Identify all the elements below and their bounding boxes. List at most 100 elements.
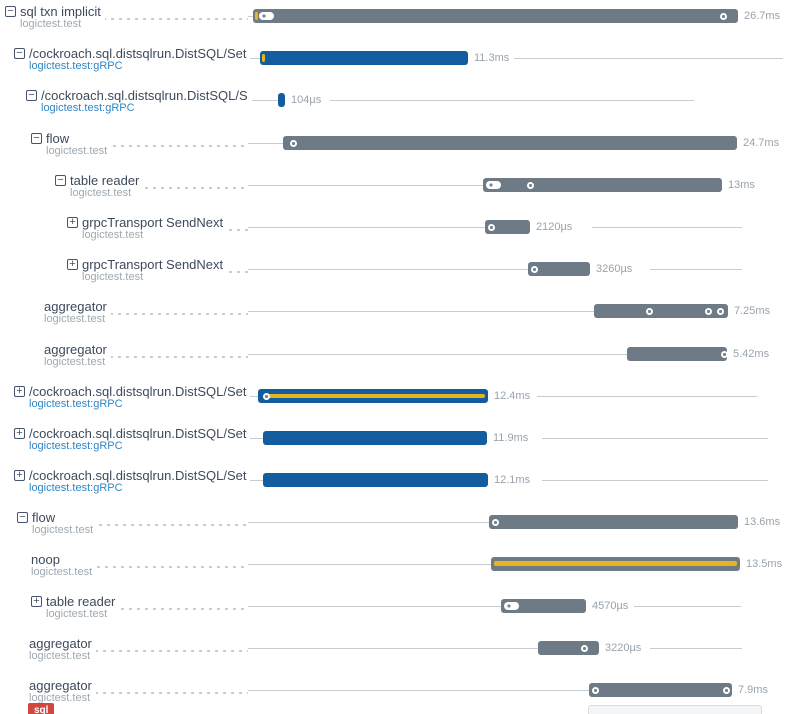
trace-span-row: aggregator logictest.test 5.42ms [0,342,786,384]
span-subtitle: logictest.test:gRPC [29,482,123,494]
span-name: /cockroach.sql.distsqlrun.DistSQL/Set [29,468,247,483]
leader-dashes [46,313,248,315]
expand-toggle-icon[interactable]: + [67,259,78,270]
span-bar[interactable] [283,136,737,150]
span-bar[interactable] [594,304,728,318]
span-bar[interactable] [489,515,738,529]
span-duration: 12.4ms [492,390,534,402]
span-subtitle: logictest.test [31,566,93,578]
expand-toggle-icon[interactable]: − [5,6,16,17]
sql-tag-badge[interactable]: sql [28,703,55,714]
span-label: − flow logictest.test [31,131,112,158]
span-label: aggregator logictest.test [44,342,111,369]
leader-dashes [31,650,248,652]
span-marker-dot [492,518,499,526]
span-bar[interactable] [278,93,285,107]
span-duration: 3260µs [594,263,636,275]
span-bar[interactable] [483,178,722,192]
span-bar[interactable] [263,473,488,487]
expand-toggle-icon[interactable]: − [55,175,66,186]
span-bar[interactable] [627,347,728,361]
span-duration: 2120µs [534,221,576,233]
span-marker-dot [705,307,712,315]
trace-span-row: + /cockroach.sql.distsqlrun.DistSQL/Set … [0,384,786,426]
expand-toggle-icon[interactable]: − [31,133,42,144]
timeline-line-tail [542,438,768,439]
expand-toggle-icon[interactable]: + [67,217,78,228]
span-name: sql txn implicit [20,4,101,19]
span-marker-dot [721,350,728,358]
expand-toggle-icon[interactable]: − [14,48,25,59]
expand-toggle-icon[interactable]: + [14,470,25,481]
span-subtitle: logictest.test [46,145,108,157]
span-marker-dot [581,644,588,652]
span-bar[interactable] [258,389,488,403]
span-bar[interactable] [260,51,468,65]
span-marker-dot [646,307,653,315]
span-marker-dot [720,12,727,20]
span-subtitle: logictest.test [29,650,91,662]
trace-span-row: + grpcTransport SendNext logictest.test … [0,257,786,299]
trace-span-row: aggregator logictest.test 7.25ms [0,299,786,341]
span-bar[interactable] [491,557,740,571]
span-bar[interactable] [501,599,586,613]
span-bar[interactable] [253,9,738,23]
span-duration: 26.7ms [742,10,784,22]
leader-dashes [46,356,248,358]
timeline-line [248,227,485,228]
span-name: flow [46,131,70,146]
trace-span-row: noop logictest.test 13.5ms [0,552,786,594]
span-bar[interactable] [589,683,732,697]
trace-span-row: + table reader logictest.test 4570µs [0,594,786,636]
expand-toggle-icon[interactable]: + [31,596,42,607]
span-label: − /cockroach.sql.distsqlrun.DistSQL/S lo… [26,88,252,115]
span-label: + /cockroach.sql.distsqlrun.DistSQL/Set … [14,384,251,411]
span-name: /cockroach.sql.distsqlrun.DistSQL/Set [29,384,247,399]
span-label: + /cockroach.sql.distsqlrun.DistSQL/Set … [14,426,251,453]
span-label: − sql txn implicit logictest.test [5,4,105,31]
span-name: /cockroach.sql.distsqlrun.DistSQL/S [41,88,248,103]
span-subtitle: logictest.test [46,608,108,620]
span-marker-pill [486,181,501,189]
expand-toggle-icon[interactable]: + [14,428,25,439]
leader-dashes [7,18,248,20]
span-name: /cockroach.sql.distsqlrun.DistSQL/Set [29,426,247,441]
timeline-line-tail [537,396,757,397]
span-subtitle: logictest.test [29,692,91,704]
span-label: − table reader logictest.test [55,173,144,200]
span-bar[interactable] [538,641,599,655]
trace-span-row: + /cockroach.sql.distsqlrun.DistSQL/Set … [0,468,786,510]
span-bar[interactable] [263,431,487,445]
leader-dashes [33,566,248,568]
span-label: − /cockroach.sql.distsqlrun.DistSQL/Set … [14,46,251,73]
leader-dashes [57,187,248,189]
span-duration: 7.9ms [736,684,771,696]
span-name: table reader [70,173,140,188]
span-duration: 11.3ms [472,52,513,64]
expand-toggle-icon[interactable]: − [17,512,28,523]
leader-dashes [33,608,248,610]
timeline-line-tail [330,100,694,101]
timeline-line [248,396,258,397]
span-name: /cockroach.sql.distsqlrun.DistSQL/Set [29,46,247,61]
leader-dashes [19,524,248,526]
span-name: aggregator [44,299,107,314]
span-duration: 3220µs [603,642,645,654]
span-marker-dot [592,686,599,694]
span-subtitle: logictest.test [70,187,132,199]
span-label: + grpcTransport SendNext logictest.test [67,257,228,284]
timeline-line [248,100,278,101]
timeline-line-tail [542,480,768,481]
expand-toggle-icon[interactable]: − [26,90,37,101]
span-duration: 24.7ms [741,137,783,149]
timeline-line [248,58,260,59]
span-duration: 104µs [289,94,325,106]
span-duration: 11.9ms [491,432,532,444]
span-bar[interactable] [528,262,590,276]
span-label: − flow logictest.test [17,510,98,537]
trace-span-row: − flow logictest.test 24.7ms [0,131,786,173]
expand-toggle-icon[interactable]: + [14,386,25,397]
span-bar[interactable] [485,220,530,234]
span-marker-dot [531,265,538,273]
span-duration: 5.42ms [731,348,773,360]
